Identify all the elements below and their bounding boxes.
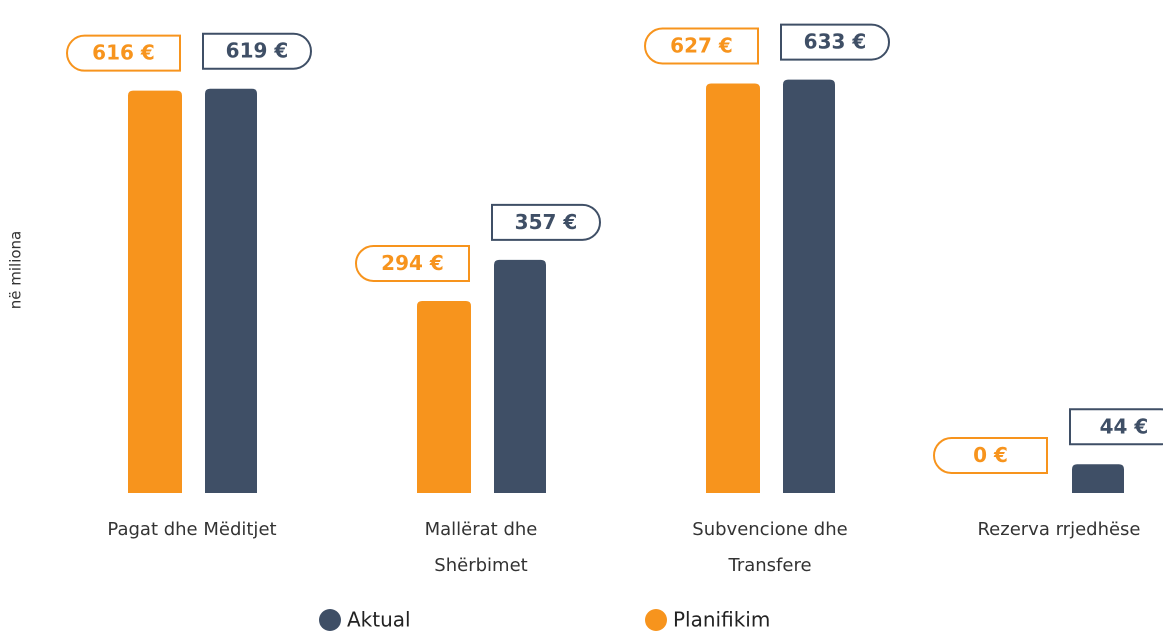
- value-label-box: [933, 437, 1048, 474]
- value-label: 619 €: [226, 39, 289, 63]
- legend-marker: [319, 609, 341, 631]
- bar: [128, 90, 182, 494]
- bar: [494, 259, 546, 493]
- value-label: 627 €: [670, 33, 733, 57]
- bar: [205, 88, 257, 493]
- value-label-box: [66, 34, 181, 72]
- legend-label: Aktual: [347, 608, 411, 632]
- value-label-box: [780, 23, 890, 61]
- bar: [1072, 464, 1124, 493]
- value-label-box: [355, 244, 470, 282]
- legend-label: Planifikim: [673, 608, 770, 632]
- value-label: 357 €: [515, 210, 578, 234]
- value-label: 294 €: [381, 251, 444, 275]
- value-label-box: [202, 32, 312, 70]
- value-label: 616 €: [92, 41, 155, 65]
- bar: [706, 83, 760, 493]
- value-label-box: [644, 27, 759, 65]
- legend-marker: [645, 609, 667, 631]
- x-tick-label: Subvencione dhe Transfere: [692, 519, 848, 576]
- value-label: 44 €: [1100, 414, 1149, 438]
- y-axis-label: në miliona: [7, 231, 25, 310]
- bar: [783, 79, 835, 494]
- value-label-box: [491, 203, 601, 241]
- x-tick-label: Rezerva rrjedhëse: [977, 519, 1141, 540]
- value-label: 0 €: [973, 443, 1008, 467]
- value-label: 633 €: [804, 30, 867, 54]
- x-tick-label: Pagat dhe Mëditjet: [107, 519, 277, 540]
- value-label-box: [1069, 408, 1163, 446]
- bar: [417, 300, 471, 493]
- x-tick-label: Mallërat dhe Shërbimet: [424, 519, 538, 576]
